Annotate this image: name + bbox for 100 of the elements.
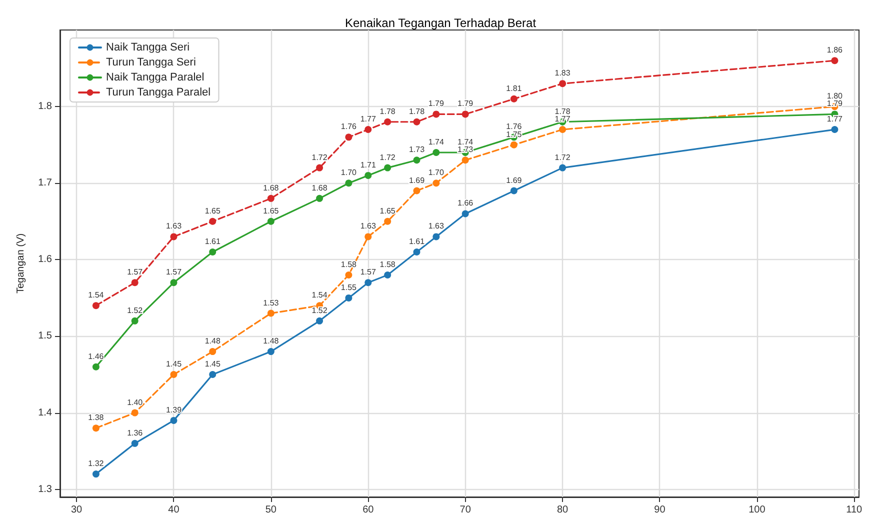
point [131, 440, 138, 447]
data-label: 1.76 [506, 122, 522, 132]
legend-label: Naik Tangga Paralel [106, 72, 204, 84]
data-label: 1.73 [408, 145, 426, 154]
point [462, 210, 469, 218]
point [345, 134, 352, 141]
point [510, 95, 518, 102]
data-label: 1.78 [554, 106, 571, 116]
point [413, 156, 420, 164]
y-tick-label: 1.5 [38, 330, 52, 342]
point [267, 218, 274, 225]
data-label: 1.63 [360, 222, 376, 231]
point [170, 416, 178, 424]
point [316, 317, 324, 324]
point [345, 294, 352, 302]
point [170, 279, 178, 286]
point [510, 187, 518, 194]
data-label: 1.68 [312, 183, 328, 192]
data-label: 1.48 [204, 336, 221, 346]
data-label: 1.78 [380, 106, 396, 116]
data-label: 1.54 [312, 290, 328, 300]
point [345, 180, 352, 187]
x-tick-label: 30 [70, 504, 83, 516]
data-label: 1.53 [263, 298, 280, 308]
point [384, 271, 392, 278]
legend-label: Turun Tangga Paralel [106, 86, 211, 98]
point [831, 57, 838, 64]
point [92, 363, 100, 370]
data-label: 1.57 [127, 268, 144, 277]
data-label: 1.45 [166, 360, 182, 369]
data-label: 1.46 [88, 352, 104, 361]
data-label: 1.36 [127, 428, 144, 438]
data-label: 1.45 [204, 360, 221, 369]
point [92, 302, 100, 310]
point [462, 156, 469, 164]
data-label: 1.61 [408, 237, 426, 246]
point [92, 470, 100, 478]
data-label: 1.57 [166, 268, 182, 277]
point [413, 187, 420, 194]
data-label: 1.72 [554, 152, 571, 162]
x-tick-label: 110 [846, 504, 863, 516]
data-label: 1.77 [826, 114, 844, 124]
point [267, 348, 274, 356]
data-label: 1.70 [340, 168, 358, 178]
point [170, 371, 178, 378]
data-label: 1.86 [826, 46, 844, 55]
data-label: 1.69 [408, 176, 426, 185]
point [364, 279, 372, 286]
point [384, 218, 392, 225]
point [209, 248, 216, 256]
point [432, 110, 440, 118]
data-label: 1.48 [263, 336, 280, 346]
data-label: 1.52 [312, 306, 328, 315]
point [364, 172, 372, 179]
data-label: 1.54 [88, 290, 104, 300]
data-label: 1.55 [340, 282, 358, 292]
y-tick-label: 1.7 [38, 178, 52, 189]
point [209, 348, 216, 356]
data-label: 1.39 [166, 405, 182, 414]
data-label: 1.72 [380, 152, 396, 162]
point [384, 164, 392, 172]
point [131, 409, 138, 416]
y-axis-title: Tegangan (V) [16, 233, 26, 294]
point [267, 310, 274, 317]
point [267, 194, 274, 202]
data-label: 1.69 [506, 176, 522, 185]
data-label: 1.78 [408, 106, 426, 116]
data-label: 1.65 [380, 206, 396, 216]
point [131, 317, 138, 324]
point [170, 233, 178, 240]
data-label: 1.79 [826, 99, 844, 108]
x-tick-label: 90 [654, 504, 666, 516]
point [131, 279, 138, 286]
data-label: 1.71 [360, 160, 376, 170]
point [384, 118, 392, 126]
x-tick-label: 40 [168, 504, 180, 516]
point [413, 248, 420, 256]
data-label: 1.81 [506, 84, 522, 93]
point [364, 126, 372, 134]
point [316, 164, 324, 172]
data-label: 1.65 [204, 206, 221, 216]
data-label: 1.32 [88, 459, 104, 468]
point [559, 80, 566, 88]
point [462, 110, 469, 118]
data-label: 1.70 [428, 168, 445, 178]
point [364, 233, 372, 240]
point [432, 180, 440, 187]
y-tick-label: 1.3 [38, 484, 52, 495]
point [316, 194, 324, 202]
point [413, 118, 420, 126]
data-label: 1.83 [554, 68, 571, 78]
data-label: 1.63 [428, 222, 445, 231]
point [432, 233, 440, 240]
data-label: 1.74 [428, 137, 445, 146]
x-tick-label: 70 [460, 504, 472, 516]
x-tick-label: 60 [362, 504, 374, 516]
data-label: 1.72 [312, 152, 328, 162]
x-tick-label: 50 [265, 504, 277, 516]
data-label: 1.58 [380, 260, 396, 269]
point [345, 271, 352, 278]
